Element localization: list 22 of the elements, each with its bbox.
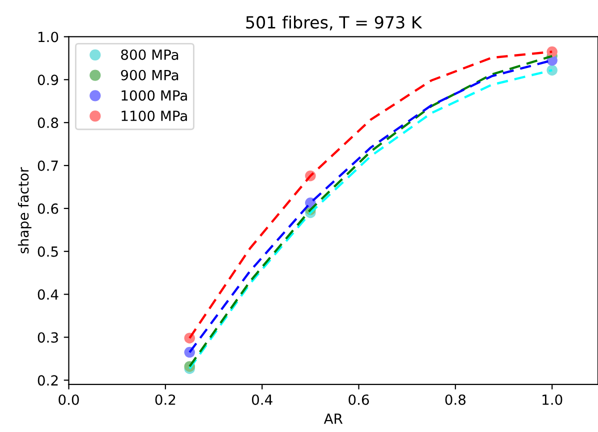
legend-label: 1100 MPa (122, 110, 187, 122)
y-tick-label: 0.7 (38, 160, 58, 171)
x-tick-label: 0.0 (58, 394, 79, 405)
y-tick-label: 0.9 (38, 74, 58, 86)
legend-label: 900 MPa (121, 70, 178, 80)
y-tick-label: 0.4 (38, 289, 58, 300)
y-tick-label: 0.5 (38, 246, 58, 257)
legend-label: 1000 MPa (122, 90, 187, 101)
y-tick-label: 0.6 (38, 203, 58, 214)
y-tick-label: 0.3 (38, 332, 58, 343)
chart-title: 501 fibres, T = 973 K (246, 16, 422, 30)
y-axis-title: shape factor (18, 167, 32, 254)
x-axis-title: AR (324, 414, 343, 424)
x-tick-label: 1.0 (542, 394, 562, 405)
y-tick-label: 1.0 (38, 32, 58, 42)
x-tick-label: 0.2 (155, 394, 176, 405)
y-tick-label: 0.2 (38, 375, 58, 386)
x-tick-label: 0.8 (445, 394, 466, 405)
x-tick-label: 0.6 (348, 394, 369, 405)
x-tick-label: 0.4 (252, 394, 272, 405)
legend-label: 800 MPa (121, 49, 178, 60)
y-tick-label: 0.8 (38, 118, 58, 128)
